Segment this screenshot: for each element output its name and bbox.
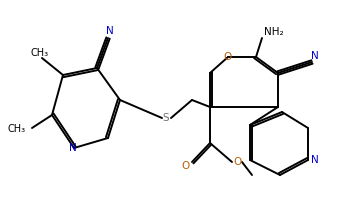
Text: O: O: [181, 161, 189, 171]
Text: N: N: [69, 143, 77, 153]
Text: NH₂: NH₂: [264, 27, 284, 37]
Text: O: O: [223, 52, 231, 62]
Text: O: O: [234, 157, 242, 167]
Text: S: S: [163, 113, 169, 123]
Text: N: N: [311, 155, 319, 165]
Text: CH₃: CH₃: [31, 48, 49, 58]
Text: N: N: [106, 26, 114, 36]
Text: N: N: [311, 51, 319, 61]
Text: CH₃: CH₃: [8, 124, 26, 134]
